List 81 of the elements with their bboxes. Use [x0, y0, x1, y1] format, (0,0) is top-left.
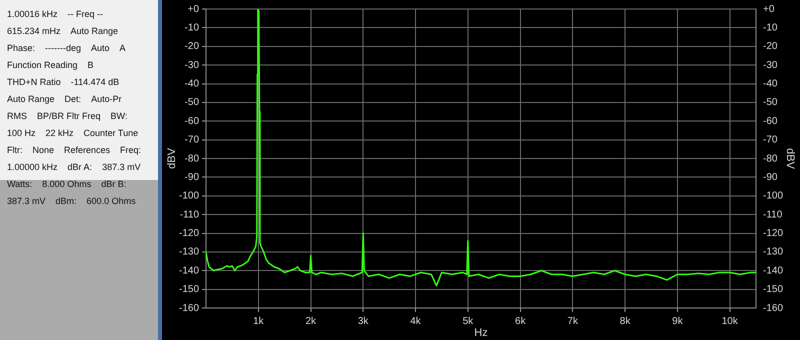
y-tick-label: -160 [179, 302, 200, 314]
text: Counter Tune [82, 127, 140, 139]
text: 8.000 Ohms [41, 178, 92, 190]
x-tick-label: 1k [253, 316, 265, 327]
y2-tick-label: -110 [762, 209, 783, 220]
text: None [32, 144, 56, 156]
text: -114.474 dB [70, 76, 120, 88]
text: dBr A: [66, 161, 94, 173]
text: Phase: [6, 42, 36, 54]
text: 600.0 Ohms [86, 195, 137, 207]
x-tick-label: 9k [672, 316, 684, 327]
text: Watts: [6, 178, 34, 190]
y2-tick-label: -50 [762, 97, 778, 108]
text: BP/BR Fltr Freq [36, 110, 102, 122]
text: THD+N Ratio [6, 76, 62, 88]
text: BW: [110, 110, 128, 122]
text: dBr B: [100, 178, 128, 190]
text: 615.234 mHz [6, 25, 62, 37]
x-tick-label: 4k [410, 316, 422, 327]
y-tick-label: -30 [184, 60, 200, 71]
y-tick-label: -40 [184, 78, 200, 90]
x-tick-label: 6k [515, 316, 527, 327]
x-tick-label: 10k [722, 316, 739, 327]
x-tick-label: 5k [462, 316, 474, 327]
y2-tick-label: -150 [762, 284, 784, 296]
text: A [118, 42, 127, 54]
text: References [63, 144, 112, 156]
text: Det: [64, 93, 82, 105]
y-tick-label: -130 [179, 246, 200, 258]
text: B [86, 59, 95, 71]
text: 1.00016 kHz [6, 8, 59, 20]
y-tick-label: -100 [179, 190, 200, 202]
y-tick-label: -90 [184, 172, 200, 183]
text: -------deg [44, 42, 82, 54]
y2-tick-label: -130 [762, 246, 784, 258]
text: 387.3 mV [101, 161, 142, 173]
y2-tick-label: -60 [762, 116, 778, 127]
x-tick-label: 3k [358, 316, 370, 327]
text: Function Reading [6, 59, 79, 71]
x-tick-label: 7k [567, 316, 579, 327]
y2-tick-label: -140 [762, 265, 784, 276]
y2-tick-label: -80 [762, 153, 778, 164]
y2-tick-label: -90 [762, 172, 778, 183]
y-tick-label: -120 [179, 228, 200, 239]
text: dBm: [54, 195, 78, 207]
x-tick-label: 8k [620, 316, 632, 327]
y-tick-label: -70 [184, 134, 200, 146]
y2-tick-label: -120 [762, 228, 784, 239]
x-tick-label: 2k [305, 316, 318, 327]
y-tick-label: -110 [180, 209, 200, 220]
y2-axis-title: dBV [784, 148, 796, 170]
y2-tick-label: -30 [762, 60, 778, 71]
text: -- Freq -- [66, 8, 104, 20]
text: Auto Range [70, 25, 120, 37]
text: RMS [6, 110, 28, 122]
text: Auto Range [6, 93, 56, 105]
y-axis-title: dBV [166, 147, 178, 169]
y2-tick-label: -100 [762, 190, 784, 202]
text: 387.3 mV [6, 195, 47, 207]
y2-tick-label: -160 [762, 302, 784, 314]
y-tick-label: -150 [179, 284, 200, 296]
text: Auto-Pr [90, 93, 123, 105]
y-tick-label: -50 [184, 97, 200, 108]
y-tick-label: -20 [184, 41, 200, 52]
text: Auto [90, 42, 111, 54]
x-axis-title: Hz [474, 327, 488, 340]
y2-tick-label: -10 [762, 22, 778, 34]
y-tick-label: +0 [188, 4, 200, 15]
text: 100 Hz [6, 127, 37, 139]
y2-tick-label: -40 [762, 78, 778, 90]
y2-tick-label: -70 [762, 134, 778, 146]
y-tick-label: -140 [179, 265, 200, 276]
text: 22 kHz [44, 127, 75, 139]
text: Freq: [119, 144, 142, 156]
text: Fltr: [6, 144, 24, 156]
text: 1.00000 kHz [6, 161, 59, 173]
y-tick-label: -80 [184, 153, 200, 164]
y-tick-label: -60 [184, 116, 200, 127]
y2-tick-label: -20 [762, 41, 778, 52]
y-tick-label: -10 [184, 22, 200, 34]
y2-tick-label: +0 [762, 4, 775, 15]
